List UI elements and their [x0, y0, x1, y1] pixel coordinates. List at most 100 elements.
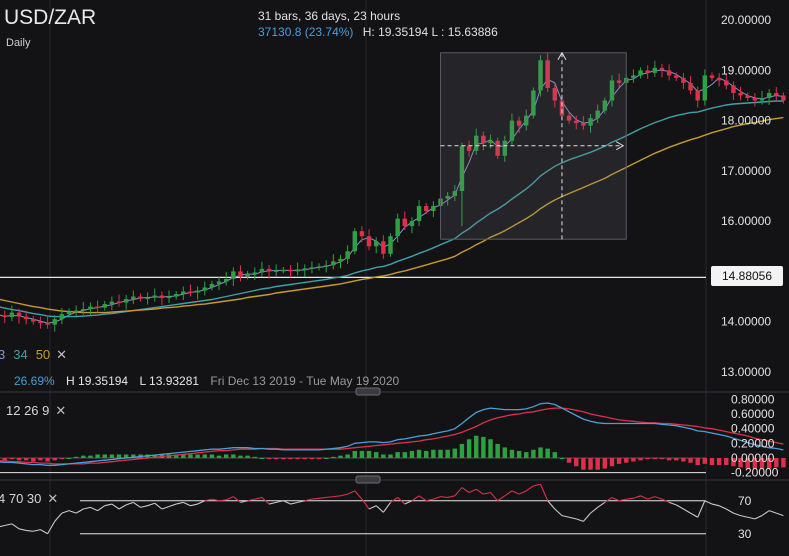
- macd-tick-label: 0.00000: [731, 451, 775, 465]
- rsi-line-segment: [540, 484, 549, 501]
- rsi-panel[interactable]: [0, 483, 784, 535]
- ma-legend[interactable]: 3 34 50 ✕: [0, 347, 67, 363]
- candle: [409, 217, 415, 234]
- macd-histogram-bar: [709, 458, 715, 466]
- rsi-line-segment: [68, 510, 77, 514]
- rsi-line-segment: [661, 498, 670, 503]
- rsi-legend[interactable]: 4 70 30 ✕: [0, 491, 58, 507]
- candle-body: [595, 110, 600, 119]
- macd-panel[interactable]: [0, 402, 786, 474]
- panel-resize-handle: [355, 475, 381, 484]
- rsi-line-segment: [132, 501, 141, 508]
- macd-tick-label: 0.80000: [731, 392, 775, 406]
- candle-body: [545, 60, 550, 88]
- close-ma-icon[interactable]: ✕: [56, 347, 68, 362]
- candle-body: [602, 100, 608, 111]
- rsi-line-segment: [725, 508, 734, 514]
- macd-histogram-bar: [59, 458, 65, 460]
- candle: [202, 281, 207, 296]
- macd-histogram-bar: [223, 454, 229, 458]
- macd-histogram-bar: [295, 458, 300, 460]
- candle: [731, 81, 736, 101]
- measure-tool[interactable]: [440, 51, 627, 240]
- candle-body: [424, 206, 429, 212]
- candle: [281, 266, 286, 274]
- macd-histogram-bar: [31, 458, 36, 462]
- rsi-line-segment: [397, 497, 406, 505]
- range-pct: 26.69%: [14, 374, 55, 388]
- candle-body: [88, 306, 93, 310]
- rsi-line-segment: [268, 501, 277, 505]
- macd-histogram-bar: [424, 450, 429, 458]
- measure-high-low: H: 19.35194 L : 15.63886: [362, 25, 498, 39]
- rsi-line-segment: [518, 490, 527, 495]
- candle: [774, 86, 779, 101]
- macd-histogram-bar: [588, 458, 593, 470]
- candle-body: [388, 236, 393, 254]
- macd-histogram-bar: [666, 458, 672, 461]
- macd-histogram-bar: [752, 458, 758, 469]
- macd-histogram-bar: [602, 458, 608, 469]
- rsi-line-segment: [504, 490, 513, 497]
- rsi-line-segment: [704, 500, 713, 505]
- candle-body: [645, 70, 650, 73]
- macd-histogram-bar: [402, 452, 408, 458]
- candle-body: [52, 319, 57, 325]
- candle-body: [416, 206, 422, 222]
- macd-legend[interactable]: 12 26 9 ✕: [6, 403, 66, 419]
- rsi-line-segment: [318, 496, 327, 499]
- macd-histogram-bar: [502, 447, 508, 458]
- candle-body: [688, 82, 693, 91]
- candle: [373, 237, 379, 254]
- candle-body: [402, 218, 408, 227]
- candle: [524, 109, 529, 131]
- close-rsi-icon[interactable]: ✕: [47, 491, 59, 506]
- rsi-line-segment: [240, 500, 248, 503]
- rsi-line-segment: [311, 497, 320, 500]
- candle-body: [131, 296, 136, 300]
- measure-change: 37130.8 (23.74%): [258, 25, 354, 39]
- candle: [716, 72, 722, 87]
- rsi-line-segment: [440, 496, 448, 498]
- rsi-line-segment: [690, 512, 698, 518]
- candle-body: [759, 98, 765, 101]
- rsi-line-segment: [618, 498, 627, 502]
- candle-body: [459, 145, 465, 191]
- price-tick-label: 20.00000: [721, 13, 771, 27]
- candle: [109, 296, 115, 311]
- candle-body: [681, 77, 686, 83]
- macd-histogram-bar: [195, 454, 200, 458]
- candle-body: [745, 95, 750, 98]
- macd-tick-label: 0.40000: [731, 422, 775, 436]
- candle-body: [123, 299, 129, 303]
- rsi-line-segment: [168, 503, 177, 508]
- rsi-line-segment: [211, 498, 220, 502]
- rsi-line-segment: [247, 498, 255, 502]
- candle-body: [752, 98, 758, 101]
- macd-histogram-bar: [516, 450, 522, 458]
- candle: [259, 261, 265, 277]
- close-macd-icon[interactable]: ✕: [55, 403, 67, 418]
- candle: [223, 271, 229, 286]
- rsi-line-segment: [447, 495, 455, 498]
- macd-histogram-bar: [566, 458, 572, 463]
- macd-histogram-bar: [359, 450, 365, 458]
- candle-body: [109, 301, 115, 305]
- arrow-right-icon: [616, 141, 625, 151]
- candle-body: [166, 296, 172, 299]
- candle: [131, 290, 136, 305]
- rsi-line-segment: [40, 529, 48, 535]
- candle: [402, 211, 408, 231]
- macd-histogram-bar: [373, 452, 379, 458]
- candle-body: [59, 314, 65, 320]
- candle-body: [566, 115, 572, 121]
- candle-body: [495, 140, 500, 156]
- rsi-line-segment: [254, 496, 263, 500]
- ma-period-50: 50: [35, 347, 51, 362]
- macd-histogram-bar: [538, 447, 543, 458]
- candle: [759, 90, 765, 105]
- rsi-line-segment: [461, 487, 470, 493]
- rsi-line-segment: [326, 496, 334, 498]
- price-panel[interactable]: [0, 53, 786, 332]
